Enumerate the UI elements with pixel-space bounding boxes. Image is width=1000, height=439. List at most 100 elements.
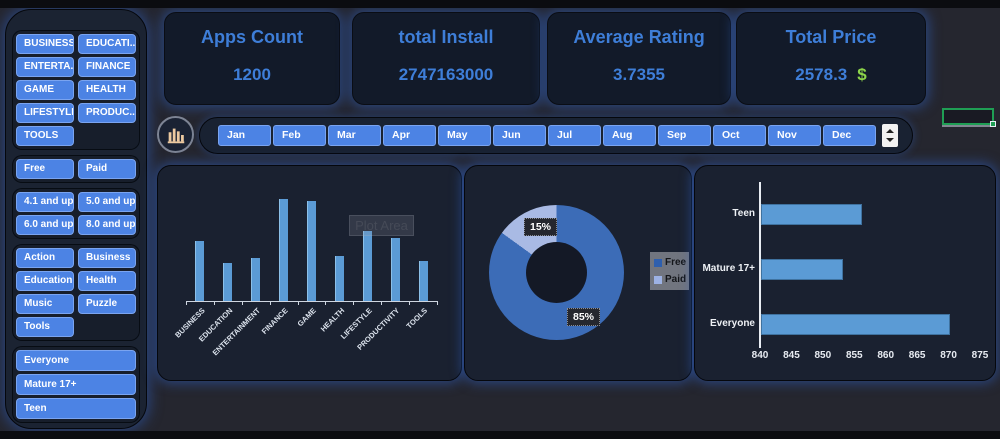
legend-swatch-free bbox=[654, 258, 662, 267]
month-button-nov[interactable]: Nov bbox=[768, 125, 821, 146]
x-tick-850: 850 bbox=[814, 350, 832, 361]
bar-finance bbox=[279, 199, 289, 301]
category-label-game: GAME bbox=[295, 306, 318, 329]
donut-hole bbox=[526, 242, 587, 303]
filter-button-teen[interactable]: Teen bbox=[16, 398, 136, 419]
legend-label: Free bbox=[665, 257, 687, 268]
axis-tick bbox=[437, 301, 438, 305]
category-label-mature-17: Mature 17+ bbox=[702, 263, 755, 274]
filter-button-everyone[interactable]: Everyone bbox=[16, 350, 136, 371]
cell-fill-handle[interactable] bbox=[990, 121, 996, 127]
x-tick-860: 860 bbox=[877, 350, 895, 361]
kpi-card-total-price: Total Price 2578.3 $ bbox=[736, 12, 926, 105]
filter-button-business[interactable]: BUSINESS bbox=[16, 34, 74, 54]
filter-button-game[interactable]: GAME bbox=[16, 80, 74, 100]
bar-entertainment bbox=[251, 258, 261, 301]
filter-button-tools[interactable]: Tools bbox=[16, 317, 74, 337]
data-label-free: 85% bbox=[567, 308, 601, 326]
x-axis-line bbox=[186, 301, 437, 302]
kpi-card-average-rating: Average Rating 3.7355 bbox=[547, 12, 731, 105]
month-button-feb[interactable]: Feb bbox=[273, 125, 326, 146]
month-button-list: Jan Feb Mar Apr May Jun Jul Aug Sep Oct Nov Dec bbox=[218, 125, 878, 146]
bar-game bbox=[307, 201, 316, 301]
filter-button-education[interactable]: Education bbox=[16, 271, 74, 291]
x-tick-865: 865 bbox=[908, 350, 926, 361]
category-label-everyone: Everyone bbox=[709, 318, 755, 329]
filter-button-music[interactable]: Music bbox=[16, 294, 74, 314]
axis-tick bbox=[325, 301, 327, 305]
legend-item-free[interactable]: Free bbox=[654, 257, 687, 268]
month-button-dec[interactable]: Dec bbox=[823, 125, 876, 146]
data-label-paid: 15% bbox=[524, 218, 558, 236]
filter-button-6-0-and-up[interactable]: 6.0 and up bbox=[16, 215, 74, 235]
month-button-mar[interactable]: Mar bbox=[328, 125, 381, 146]
kpi-title: Total Price bbox=[785, 27, 877, 47]
bar-productivity bbox=[390, 238, 400, 301]
kpi-value: 1200 bbox=[233, 65, 271, 84]
category-label-teen: Teen bbox=[732, 208, 755, 219]
category-label-health: HEALTH bbox=[318, 306, 346, 334]
window-bottom-edge bbox=[0, 431, 1000, 439]
bar-everyone bbox=[761, 313, 950, 335]
legend-label: Paid bbox=[665, 274, 687, 285]
kpi-value: 2578.3 $ bbox=[795, 65, 867, 84]
axis-tick bbox=[409, 301, 411, 305]
filter-button-4-1-and-up[interactable]: 4.1 and up bbox=[16, 192, 74, 212]
plot-area-tooltip: Plot Area bbox=[349, 215, 414, 236]
filter-button-enterta[interactable]: ENTERTA... bbox=[16, 57, 74, 77]
axis-tick bbox=[241, 301, 243, 305]
category-bar-chart-panel: BUSINESS EDUCATION ENTERTAINMENT FINANCE GAM… bbox=[157, 165, 462, 381]
bar-lifestyle bbox=[362, 231, 372, 301]
filter-button-educati[interactable]: EDUCATI... bbox=[78, 34, 136, 54]
month-button-may[interactable]: May bbox=[438, 125, 491, 146]
scroll-down-icon[interactable] bbox=[886, 138, 894, 142]
filter-button-lifestyle[interactable]: LIFESTYLE bbox=[16, 103, 74, 123]
donut-chart-panel: 15% 85% Free Paid bbox=[464, 165, 692, 381]
kpi-card-apps-count: Apps Count 1200 bbox=[164, 12, 340, 105]
filter-button-business[interactable]: Business bbox=[78, 248, 136, 268]
month-button-jan[interactable]: Jan bbox=[218, 125, 271, 146]
filter-button-5-0-and-up[interactable]: 5.0 and up bbox=[78, 192, 136, 212]
bar-teen bbox=[761, 203, 862, 225]
axis-tick bbox=[213, 301, 215, 305]
kpi-title: Apps Count bbox=[201, 27, 303, 47]
kpi-title: Average Rating bbox=[573, 27, 705, 47]
kpi-card-total-install: total Install 2747163000 bbox=[352, 12, 540, 105]
filter-group-rating: 4.1 and up 5.0 and up 6.0 and up 8.0 and up bbox=[12, 188, 140, 239]
x-tick-855: 855 bbox=[845, 350, 863, 361]
excel-active-cell[interactable] bbox=[942, 108, 996, 127]
filter-button-produc[interactable]: PRODUC... bbox=[78, 103, 136, 123]
x-tick-840: 840 bbox=[751, 350, 769, 361]
kpi-value: 3.7355 bbox=[613, 65, 665, 84]
chart-icon[interactable] bbox=[157, 116, 194, 153]
filter-button-health[interactable]: Health bbox=[78, 271, 136, 291]
bar-chart-glyph bbox=[167, 128, 184, 143]
month-button-oct[interactable]: Oct bbox=[713, 125, 766, 146]
legend-item-paid[interactable]: Paid bbox=[654, 274, 687, 285]
month-button-jul[interactable]: Jul bbox=[548, 125, 601, 146]
filter-button-tools[interactable]: TOOLS bbox=[16, 126, 74, 146]
filter-button-health[interactable]: HEALTH bbox=[78, 80, 136, 100]
month-button-aug[interactable]: Aug bbox=[603, 125, 656, 146]
filter-button-free[interactable]: Free bbox=[16, 159, 74, 179]
bar-business bbox=[195, 241, 205, 301]
scroll-up-icon[interactable] bbox=[886, 129, 894, 133]
legend-swatch-paid bbox=[654, 275, 662, 284]
filter-button-mature-17[interactable]: Mature 17+ bbox=[16, 374, 136, 395]
category-label-finance: FINANCE bbox=[260, 306, 290, 336]
filter-button-paid[interactable]: Paid bbox=[78, 159, 136, 179]
chart-legend: Free Paid bbox=[650, 252, 689, 290]
x-tick-845: 845 bbox=[783, 350, 800, 361]
filter-button-action[interactable]: Action bbox=[16, 248, 74, 268]
filter-button-8-0-and-up[interactable]: 8.0 and up bbox=[78, 215, 136, 235]
filter-button-finance[interactable]: FINANCE bbox=[78, 57, 136, 77]
filter-group-genre: Action Business Education Health Music Puzzle… bbox=[12, 244, 140, 341]
slicer-scrollbar[interactable] bbox=[882, 124, 898, 147]
month-button-jun[interactable]: Jun bbox=[493, 125, 546, 146]
axis-tick bbox=[186, 301, 187, 305]
month-button-sep[interactable]: Sep bbox=[658, 125, 711, 146]
kpi-value: 2747163000 bbox=[398, 65, 494, 84]
month-button-apr[interactable]: Apr bbox=[383, 125, 436, 146]
filter-button-puzzle[interactable]: Puzzle bbox=[78, 294, 136, 314]
axis-tick bbox=[353, 301, 355, 305]
